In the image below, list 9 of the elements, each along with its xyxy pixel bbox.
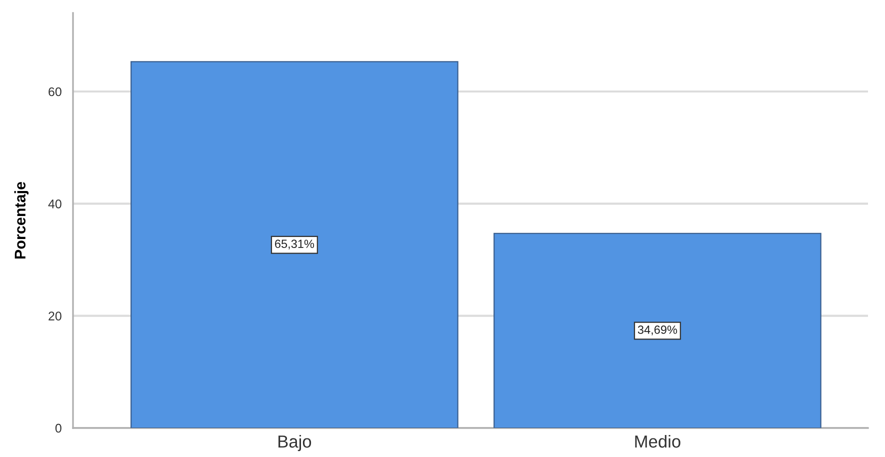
y-axis-title: Porcentaje	[14, 182, 29, 259]
y-tick-label: 20	[48, 312, 62, 320]
x-tick-label: Bajo	[278, 434, 312, 452]
y-tick-label: 40	[48, 199, 62, 208]
y-tick-label: 60	[48, 87, 62, 96]
data-label: 65,31%	[275, 240, 314, 250]
x-tick-label: Medio	[635, 434, 680, 448]
data-label: 34,69%	[638, 326, 678, 336]
y-tick-label: 0	[55, 424, 62, 433]
